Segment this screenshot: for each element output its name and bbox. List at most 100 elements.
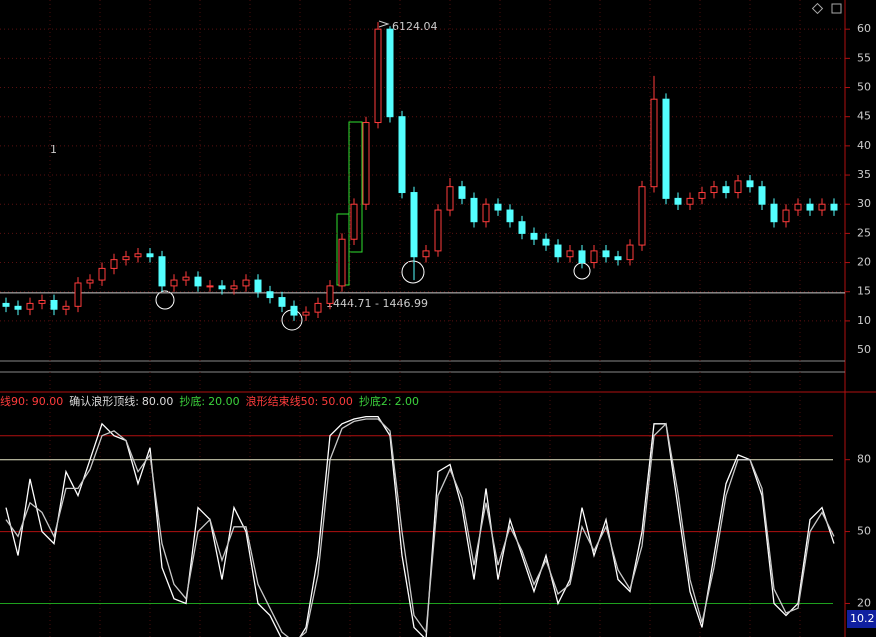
candle-body: [38, 299, 46, 304]
candle-body: [794, 203, 802, 211]
candle-body: [746, 180, 754, 188]
y-tick-label: 15: [857, 285, 871, 298]
candle-body: [350, 203, 358, 240]
indicator-line: [5, 418, 835, 637]
candle-body: [638, 186, 646, 246]
indicator: [0, 415, 835, 637]
candle-body: [26, 302, 34, 310]
candle-body: [758, 186, 766, 205]
marker-label: 1: [50, 143, 57, 156]
legend-name: 浪形结束线50:: [246, 394, 319, 408]
legend-value: 20.00: [208, 395, 240, 408]
candle-body: [110, 259, 118, 269]
y-tick-label: 20: [857, 256, 871, 269]
candle-body: [194, 276, 202, 287]
candle-body: [482, 203, 490, 223]
candle-body: [362, 122, 370, 205]
candle-body: [278, 297, 286, 307]
candle-body: [542, 238, 550, 246]
y-tick-label: 80: [857, 453, 871, 466]
candle-body: [446, 186, 454, 211]
legend-value: 80.00: [142, 395, 174, 408]
candle-body: [254, 279, 262, 293]
legend-value: 50.00: [321, 395, 353, 408]
candle-body: [470, 197, 478, 223]
candle-body: [158, 256, 166, 287]
candle-body: [74, 282, 82, 307]
candle-body: [626, 244, 634, 261]
candle-body: [62, 305, 70, 310]
highlight-circle: [401, 260, 425, 284]
candle-body: [782, 209, 790, 223]
legend-value: 2.00: [395, 395, 420, 408]
current-value-box: [847, 610, 876, 628]
candle-body: [686, 197, 694, 205]
candle-body: [122, 256, 130, 261]
candle-body: [134, 253, 142, 258]
candle-body: [434, 209, 442, 252]
highlight-box: [348, 121, 363, 253]
candle-body: [494, 203, 502, 211]
candle-body: [170, 279, 178, 287]
candle-body: [218, 285, 226, 290]
candle-body: [650, 98, 658, 188]
candle-body: [422, 250, 430, 258]
candle-body: [614, 256, 622, 261]
candle-body: [530, 232, 538, 240]
candle-body: [554, 244, 562, 258]
y-tick-label: 30: [857, 197, 871, 210]
peak-marker: [378, 20, 390, 28]
candle-body: [398, 116, 406, 194]
candle-body: [230, 285, 238, 290]
candle-body: [86, 279, 94, 284]
peak-label: 6124.04: [392, 20, 438, 33]
candle-body: [662, 98, 670, 199]
candle-body: [674, 197, 682, 205]
icon-diamond[interactable]: [811, 2, 824, 15]
candle-body: [374, 28, 382, 124]
candle-body: [602, 250, 610, 258]
candle-body: [98, 267, 106, 281]
candle-body: [590, 250, 598, 264]
y-tick-label: 45: [857, 110, 871, 123]
candle-body: [410, 192, 418, 258]
range-label: 1444.71 - 1446.99: [326, 297, 428, 310]
legend-name: 确认浪形顶线:: [69, 394, 139, 408]
candle-body: [206, 285, 214, 288]
y-tick-label: 55: [857, 51, 871, 64]
y-tick-label: 40: [857, 139, 871, 152]
candle-body: [710, 186, 718, 194]
candle-body: [290, 305, 298, 316]
candle-body: [146, 253, 154, 258]
legend-value: 90.00: [32, 395, 64, 408]
candle-body: [458, 186, 466, 199]
candle-body: [242, 279, 250, 287]
y-tick-label: 20: [857, 596, 871, 609]
indicator-line: [5, 415, 835, 637]
candle-body: [734, 180, 742, 194]
current-value: 10.2: [850, 612, 875, 625]
icon-square[interactable]: [831, 3, 842, 14]
candle-body: [830, 203, 838, 211]
candle-body: [698, 192, 706, 199]
volume-tick-label: 50: [857, 343, 871, 356]
candle-body: [14, 305, 22, 310]
y-tick-label: 50: [857, 525, 871, 538]
legend-name: 抄底:: [179, 394, 205, 408]
legend-name: 抄底2:: [359, 394, 392, 408]
y-tick-label: 35: [857, 168, 871, 181]
candle-body: [578, 250, 586, 264]
candle-body: [506, 209, 514, 223]
candle-body: [806, 203, 814, 211]
candle-body: [182, 276, 190, 281]
candle-body: [386, 28, 394, 118]
y-tick-label: 10: [857, 314, 871, 327]
highlight-circle: [155, 290, 175, 310]
candle-body: [770, 203, 778, 223]
y-tick-label: 25: [857, 226, 871, 239]
candle-body: [518, 221, 526, 234]
candle-body: [338, 238, 346, 287]
candle-body: [302, 311, 310, 316]
